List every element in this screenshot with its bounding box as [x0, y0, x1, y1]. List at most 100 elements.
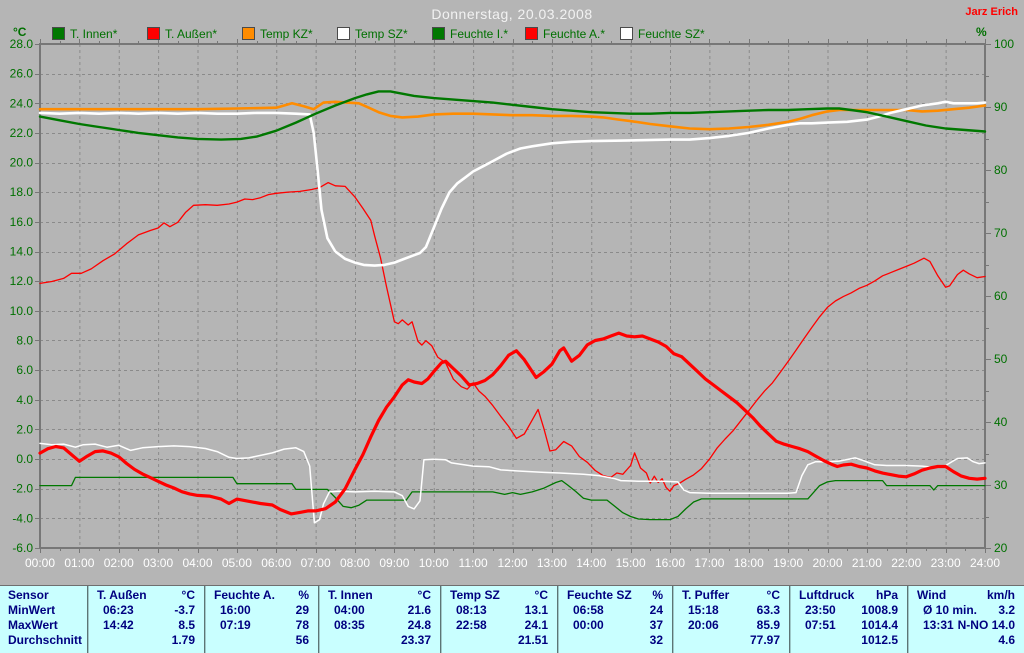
left-axis-tick-label: -4.0 [12, 511, 33, 525]
min-value-cell: 21.6 [407, 603, 431, 617]
row-label-cell: Durchschnitt [8, 633, 83, 647]
max-value-cell: 37 [649, 618, 663, 632]
left-axis-tick-label: 28.0 [10, 37, 34, 51]
max-time-cell: 13:31 [923, 618, 954, 632]
avg-value-cell: 4.6 [998, 633, 1015, 647]
min-value-cell: 24 [649, 603, 663, 617]
table-row: Sensor [0, 588, 87, 603]
x-axis-tick-label: 12:00 [497, 556, 527, 570]
min-value-cell: 29 [295, 603, 309, 617]
right-axis-unit-label: % [976, 25, 987, 39]
min-time-cell: 23:50 [805, 603, 836, 617]
sensor-name-cell: Wind [917, 588, 947, 602]
legend-swatch-icon [337, 27, 350, 40]
left-axis-tick-label: 0.0 [16, 452, 33, 466]
x-axis-tick-label: 24:00 [970, 556, 1000, 570]
page-title: Donnerstag, 20.03.2008 [431, 6, 593, 22]
legend-swatch-icon [432, 27, 445, 40]
right-axis-tick-label: 30 [994, 478, 1008, 492]
legend-label: Feuchte SZ* [638, 26, 705, 41]
avg-spacer-cell [909, 633, 923, 648]
table-min-row: 06:23 -3.7 [89, 603, 204, 618]
axis-ticks [35, 39, 991, 553]
min-value-cell: -3.7 [174, 603, 195, 617]
table-avg-row: 4.6 [909, 633, 1024, 648]
table-header-row: Feuchte A.% [206, 588, 318, 603]
max-time-cell: 07:19 [220, 618, 251, 632]
sensor-name-cell: Luftdruck [799, 588, 855, 602]
table-header-row: Feuchte SZ% [559, 588, 672, 603]
max-value-cell: 1014.4 [861, 618, 898, 632]
sensor-unit-cell: % [652, 588, 663, 602]
right-axis-tick-label: 20 [994, 541, 1008, 555]
row-label-cell: MinWert [8, 603, 56, 617]
x-axis-tick-label: 08:00 [340, 556, 370, 570]
legend-item-feuchte-i: Feuchte I.* [432, 27, 508, 41]
left-axis-tick-label: 16.0 [10, 215, 34, 229]
sensor-name-cell: Feuchte A. [214, 588, 275, 602]
legend-item-feuchte-a: Feuchte A.* [525, 26, 606, 41]
min-time-cell: 06:23 [103, 603, 134, 617]
table-avg-row: 1.79 [89, 633, 204, 648]
x-axis-tick-label: 18:00 [734, 556, 764, 570]
min-time-cell: 15:18 [688, 603, 719, 617]
x-axis-tick-label: 09:00 [379, 556, 409, 570]
avg-spacer-cell [206, 633, 220, 648]
x-axis-tick-label: 13:00 [537, 556, 567, 570]
x-axis-tick-label: 15:00 [616, 556, 646, 570]
legend-label: Feuchte A.* [543, 26, 606, 41]
min-time-cell: 16:00 [220, 603, 251, 617]
legend-label: Temp KZ* [260, 26, 313, 41]
table-row: Durchschnitt [0, 633, 87, 648]
table-min-row: 23:50 1008.9 [791, 603, 907, 618]
x-axis-tick-label: 07:00 [301, 556, 331, 570]
max-time-cell: 14:42 [103, 618, 134, 632]
avg-spacer-cell [674, 633, 688, 648]
table-group-t-au-en: T. Außen °C 06:23 -3.7 14:42 8.5 1.79 [87, 586, 204, 653]
right-axis-tick-label: 50 [994, 352, 1008, 366]
table-min-row: 06:58 24 [559, 603, 672, 618]
left-axis-tick-label: 4.0 [16, 393, 33, 407]
left-axis-tick-label: 22.0 [10, 126, 34, 140]
left-axis-labels: 28.0 26.0 24.0 22.0 20.0 18.0 16.0 14.0 12.0 10.0… [10, 37, 34, 555]
min-time-cell: Ø 10 min. [923, 603, 978, 617]
avg-spacer-cell [559, 633, 573, 648]
series-line-temp-kz [38, 100, 987, 131]
table-row: MaxWert [0, 618, 87, 633]
series-line-temp-sz [38, 100, 987, 267]
sensor-unit-cell: hPa [875, 588, 898, 602]
legend-swatch-icon [620, 27, 633, 40]
avg-value-cell: 77.97 [749, 633, 780, 647]
right-axis-tick-label: 100 [994, 37, 1014, 51]
legend-swatch-icon [242, 27, 255, 40]
right-axis-labels: 100 90 80 70 60 50 40 30 20 [994, 37, 1014, 555]
table-header-row: Wind km/h [909, 588, 1024, 603]
table-min-row: 16:00 29 [206, 603, 318, 618]
table-group-luftdruck: Luftdruck hPa 23:50 1008.9 07:51 1014.4 1012.5 [789, 586, 907, 653]
right-axis-tick-label: 90 [994, 100, 1008, 114]
chart-gridlines [40, 44, 985, 548]
right-axis-tick-label: 80 [994, 163, 1008, 177]
max-value-cell: 24.8 [407, 618, 431, 632]
table-group-feuchte-sz: Feuchte SZ% 06:58 24 00:00 37 32 [557, 586, 672, 653]
x-axis-tick-label: 22:00 [891, 556, 921, 570]
min-time-cell: 06:58 [573, 603, 604, 617]
legend-label: T. Außen* [165, 26, 218, 41]
avg-value-cell: 32 [649, 633, 663, 647]
series-line-feuchte-sz [39, 442, 986, 524]
table-min-row: Ø 10 min. 3.2 [909, 603, 1024, 618]
legend-swatch-icon [52, 27, 65, 40]
left-axis-tick-label: 20.0 [10, 156, 34, 170]
x-axis-tick-label: 17:00 [694, 556, 724, 570]
max-time-cell: 22:58 [456, 618, 487, 632]
legend-item-t-innen: T. Innen* [52, 27, 117, 41]
table-avg-row: 21.51 [442, 633, 557, 648]
series-line-feuchte-a [39, 181, 986, 492]
table-group-wind: Wind km/h Ø 10 min. 3.2 13:31 N-NO 14.0 4.6 [907, 586, 1024, 653]
sensor-unit-cell: °C [534, 588, 548, 602]
min-value-cell: 13.1 [524, 603, 548, 617]
max-value-cell: 85.9 [756, 618, 780, 632]
left-axis-tick-label: 14.0 [10, 245, 34, 259]
sensor-unit-cell: °C [417, 588, 431, 602]
